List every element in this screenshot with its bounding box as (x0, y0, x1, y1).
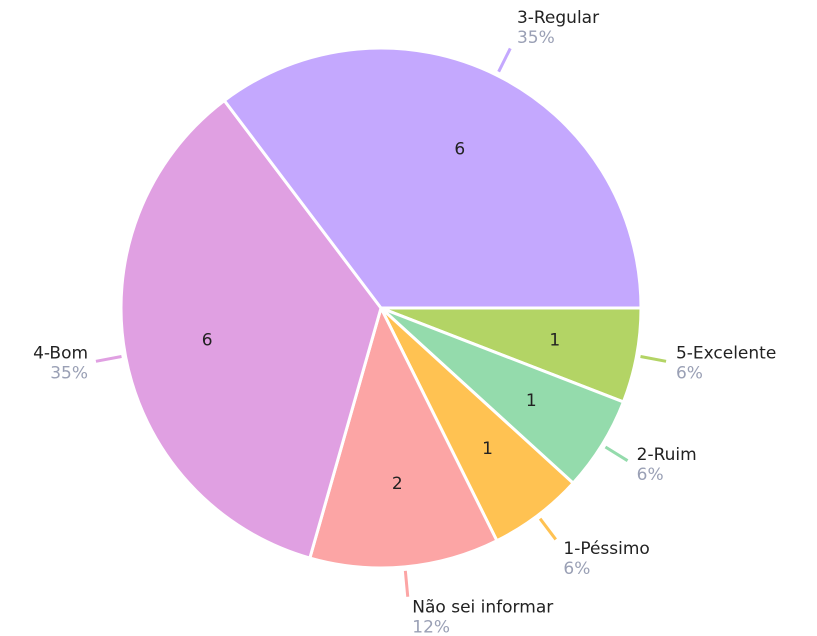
leader-line (538, 517, 557, 541)
slice-percent: 35% (517, 28, 555, 48)
slice-label: 5-Excelente (676, 343, 776, 363)
pie-slice (119, 98, 383, 560)
slice-value: 6 (454, 140, 465, 160)
slice-value: 2 (392, 474, 403, 494)
leader-line (604, 445, 629, 462)
leader-line (497, 47, 512, 73)
slice-label: 2-Ruim (637, 445, 697, 465)
slice-percent: 12% (412, 618, 450, 636)
slice-percent: 6% (563, 559, 590, 579)
slice-label: 4-Bom (33, 343, 88, 363)
leader-line (95, 355, 122, 363)
pie-slice (307, 303, 499, 570)
slice-percent: 35% (50, 363, 88, 383)
leader-line (403, 570, 410, 597)
slice-percent: 6% (676, 363, 703, 383)
leader-line (640, 355, 667, 363)
slice-percent: 6% (637, 465, 664, 485)
slice-label: 1-Péssimo (563, 539, 649, 559)
slice-value: 1 (526, 391, 537, 411)
slice-value: 6 (202, 330, 213, 350)
slice-label: Não sei informar (412, 598, 553, 618)
slice-value: 1 (549, 330, 560, 350)
slice-value: 1 (482, 439, 493, 459)
slice-label: 3-Regular (517, 8, 599, 28)
pie-slice (222, 46, 643, 310)
